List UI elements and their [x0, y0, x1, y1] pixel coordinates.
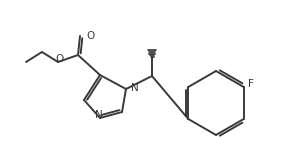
Text: O: O — [55, 54, 63, 64]
Text: N: N — [95, 110, 103, 120]
Text: N: N — [131, 83, 139, 93]
Text: O: O — [86, 31, 94, 41]
Text: F: F — [248, 79, 254, 89]
